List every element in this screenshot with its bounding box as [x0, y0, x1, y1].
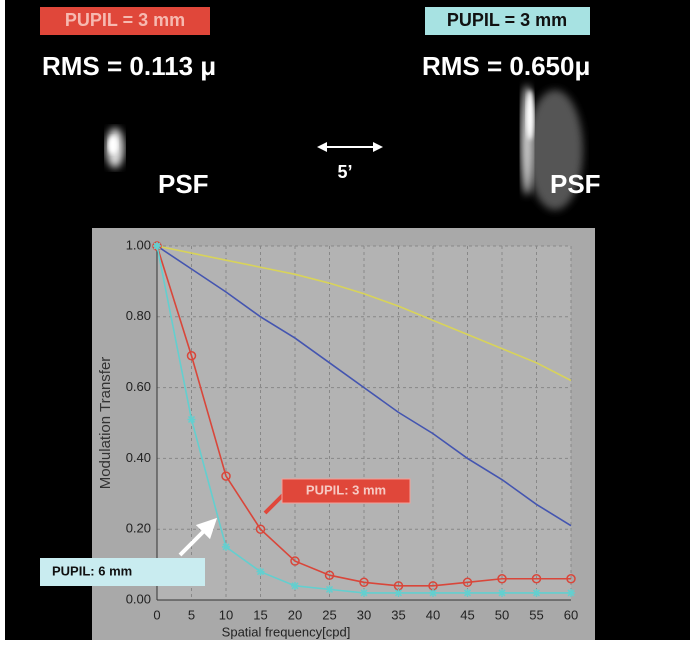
- y-tick-label: 0.40: [126, 450, 151, 465]
- x-tick-label: 35: [391, 607, 405, 622]
- y-tick-label: 1.00: [126, 237, 151, 252]
- pupil-label: PUPIL = 3 mm: [65, 10, 185, 30]
- data-point: [533, 589, 541, 597]
- rms-label: RMS = 0.650μ: [422, 51, 590, 81]
- data-point: [257, 568, 265, 576]
- annotation: PUPIL: 3 mm: [306, 482, 386, 497]
- data-point: [360, 589, 368, 597]
- data-point: [326, 585, 334, 593]
- y-tick-label: 0.00: [126, 591, 151, 606]
- rms-label: RMS = 0.113 μ: [42, 51, 216, 81]
- x-tick-label: 50: [495, 607, 509, 622]
- y-tick-label: 0.80: [126, 308, 151, 323]
- psf-image: [106, 128, 124, 168]
- data-point: [464, 589, 472, 597]
- data-point: [188, 415, 196, 423]
- data-point: [222, 543, 230, 551]
- x-axis-title: Spatial frequency[cpd]: [222, 624, 351, 639]
- data-point: [291, 582, 299, 590]
- x-tick-label: 25: [322, 607, 336, 622]
- pupil-label: PUPIL = 3 mm: [447, 10, 567, 30]
- annotation: PUPIL: 6 mm: [52, 563, 132, 578]
- x-tick-label: 5: [188, 607, 195, 622]
- x-tick-label: 0: [153, 607, 160, 622]
- x-tick-label: 40: [426, 607, 440, 622]
- x-tick-label: 55: [529, 607, 543, 622]
- y-tick-label: 0.60: [126, 379, 151, 394]
- x-tick-label: 10: [219, 607, 233, 622]
- y-tick-label: 0.20: [126, 521, 151, 536]
- data-point: [498, 589, 506, 597]
- x-tick-label: 15: [253, 607, 267, 622]
- data-point: [429, 589, 437, 597]
- x-tick-label: 20: [288, 607, 302, 622]
- data-point: [395, 589, 403, 597]
- y-axis-title: Modulation Transfer: [97, 357, 114, 490]
- scale-label: 5’: [337, 162, 352, 182]
- figure: PUPIL = 3 mm PUPIL = 3 mm RMS = 0.113 μ …: [0, 0, 695, 646]
- data-point: [153, 242, 161, 250]
- x-tick-label: 30: [357, 607, 371, 622]
- x-tick-label: 60: [564, 607, 578, 622]
- psf-label: PSF: [550, 169, 601, 199]
- x-tick-label: 45: [460, 607, 474, 622]
- psf-label: PSF: [158, 169, 209, 199]
- data-point: [567, 589, 575, 597]
